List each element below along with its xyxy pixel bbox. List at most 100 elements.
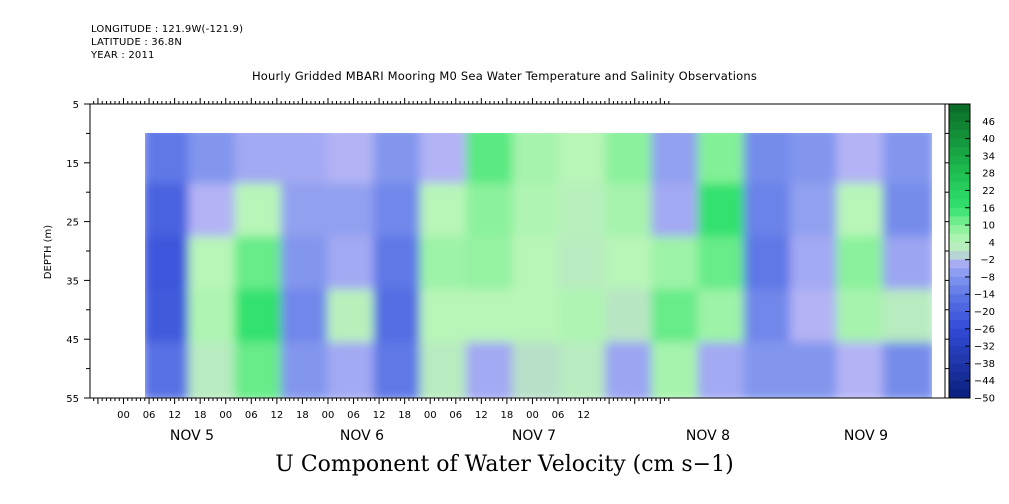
heatmap-cell — [327, 133, 380, 190]
heatmap-cell — [790, 236, 843, 296]
colorbar-swatch — [949, 328, 970, 338]
heatmap-cell — [280, 236, 334, 296]
heatmap-cell — [188, 183, 241, 243]
heatmap-cell — [419, 289, 473, 349]
x-day-label: NOV 6 — [340, 428, 384, 444]
heatmap-cell — [188, 342, 241, 398]
colorbar-swatch — [949, 147, 970, 157]
heatmap-cell — [697, 236, 750, 296]
heatmap-cell — [373, 133, 426, 190]
colorbar: 46 40 34 28 22 16 10 4 −2 −8 −14 −20 −26 −32 −38 −44 −50 — [948, 103, 995, 405]
colorbar-swatch — [949, 155, 970, 165]
colorbar-swatch — [949, 337, 970, 347]
heatmap-cell — [327, 183, 380, 243]
x-tick-label: 06 — [245, 410, 258, 421]
heatmap-cell — [145, 133, 195, 190]
heatmap-cell — [604, 236, 658, 296]
colorbar-label: −32 — [974, 342, 995, 353]
heatmap-cell — [651, 342, 704, 398]
heatmap-cell — [327, 236, 380, 296]
heatmap-cell — [651, 183, 704, 243]
colorbar-swatch — [949, 380, 970, 390]
colorbar-swatch — [949, 190, 970, 200]
heatmap-cell — [836, 183, 889, 243]
x-tick-label: 12 — [270, 410, 283, 421]
colorbar-label: −20 — [974, 307, 995, 318]
heatmap-cell — [466, 236, 519, 296]
heatmap-cell — [145, 289, 195, 349]
heatmap-cell — [790, 183, 843, 243]
colorbar-label: 28 — [982, 169, 995, 180]
colorbar-swatch — [949, 173, 970, 183]
x-tick-label: 00 — [424, 410, 437, 421]
heatmap-cell — [790, 133, 843, 190]
heatmap-cell — [743, 289, 797, 349]
heatmap-cell — [419, 342, 473, 398]
y-tick-label: 45 — [66, 335, 79, 346]
heatmap-cell — [836, 342, 889, 398]
colorbar-swatch — [949, 207, 970, 217]
heatmap-cell — [419, 236, 473, 296]
heatmap-cell — [836, 289, 889, 349]
heatmap-cell — [697, 183, 750, 243]
heatmap-cell — [234, 236, 287, 296]
colorbar-swatch — [949, 138, 970, 148]
colorbar-frame — [948, 103, 971, 399]
heatmap-cell — [558, 183, 611, 243]
colorbar-label: −44 — [974, 376, 995, 387]
heatmap-layer — [145, 133, 932, 398]
colorbar-swatch — [949, 311, 970, 321]
colorbar-swatch — [949, 121, 970, 131]
colorbar-swatch — [949, 233, 970, 243]
heatmap-cell — [558, 133, 611, 190]
axes: 00 06 12 18 00 06 12 18 00 06 12 18 00 06 12 18 00 06 12 NO… — [66, 98, 951, 444]
y-axis-label: DEPTH (m) — [43, 225, 54, 279]
heatmap-cell — [419, 183, 473, 243]
heatmap-cell — [558, 342, 611, 398]
colorbar-swatch — [949, 242, 970, 252]
heatmap-cell — [188, 289, 241, 349]
heatmap-cell — [512, 289, 565, 349]
heatmap-cell — [836, 236, 889, 296]
colorbar-swatch — [949, 276, 970, 286]
colorbar-swatch — [949, 346, 970, 356]
heatmap-cell — [234, 289, 287, 349]
heatmap-cell — [651, 236, 704, 296]
heatmap-cell — [280, 183, 334, 243]
x-tick-label: 18 — [194, 410, 207, 421]
heatmap-cell — [512, 133, 565, 190]
heatmap-cell — [697, 133, 750, 190]
colorbar-swatch — [949, 104, 970, 114]
heatmap-cell — [188, 133, 241, 190]
y-tick-label: 15 — [66, 159, 79, 170]
x-day-label: NOV 9 — [844, 428, 888, 444]
colorbar-swatch — [949, 389, 970, 399]
heatmap-cell — [327, 289, 380, 349]
heatmap-cell — [604, 133, 658, 190]
heatmap-cell — [280, 289, 334, 349]
colorbar-label: 10 — [982, 221, 995, 232]
chart-title: Hourly Gridded MBARI Mooring M0 Sea Wate… — [251, 69, 758, 83]
heatmap-cell — [882, 342, 932, 398]
heatmap-cell — [466, 133, 519, 190]
colorbar-swatch — [949, 199, 970, 209]
heatmap-cell — [790, 289, 843, 349]
x-tick-label: 06 — [347, 410, 360, 421]
plot-variable-title: U Component of Water Velocity (cm s−1) — [275, 452, 734, 477]
colorbar-label: −14 — [974, 290, 995, 301]
heatmap-cell — [280, 342, 334, 398]
heatmap-cell — [512, 236, 565, 296]
heatmap-cell — [373, 236, 426, 296]
x-day-label: NOV 7 — [512, 428, 556, 444]
heatmap-cell — [651, 133, 704, 190]
x-tick-label: 00 — [219, 410, 232, 421]
y-tick-label: 5 — [73, 100, 79, 111]
year-label: YEAR : 2011 — [91, 50, 155, 61]
longitude-label: LONGITUDE : 121.9W(-121.9) — [91, 24, 244, 35]
heatmap-cell — [882, 289, 932, 349]
heatmap-cell — [743, 183, 797, 243]
heatmap-cell — [604, 183, 658, 243]
heatmap-cell — [512, 342, 565, 398]
x-tick-label: 06 — [143, 410, 156, 421]
